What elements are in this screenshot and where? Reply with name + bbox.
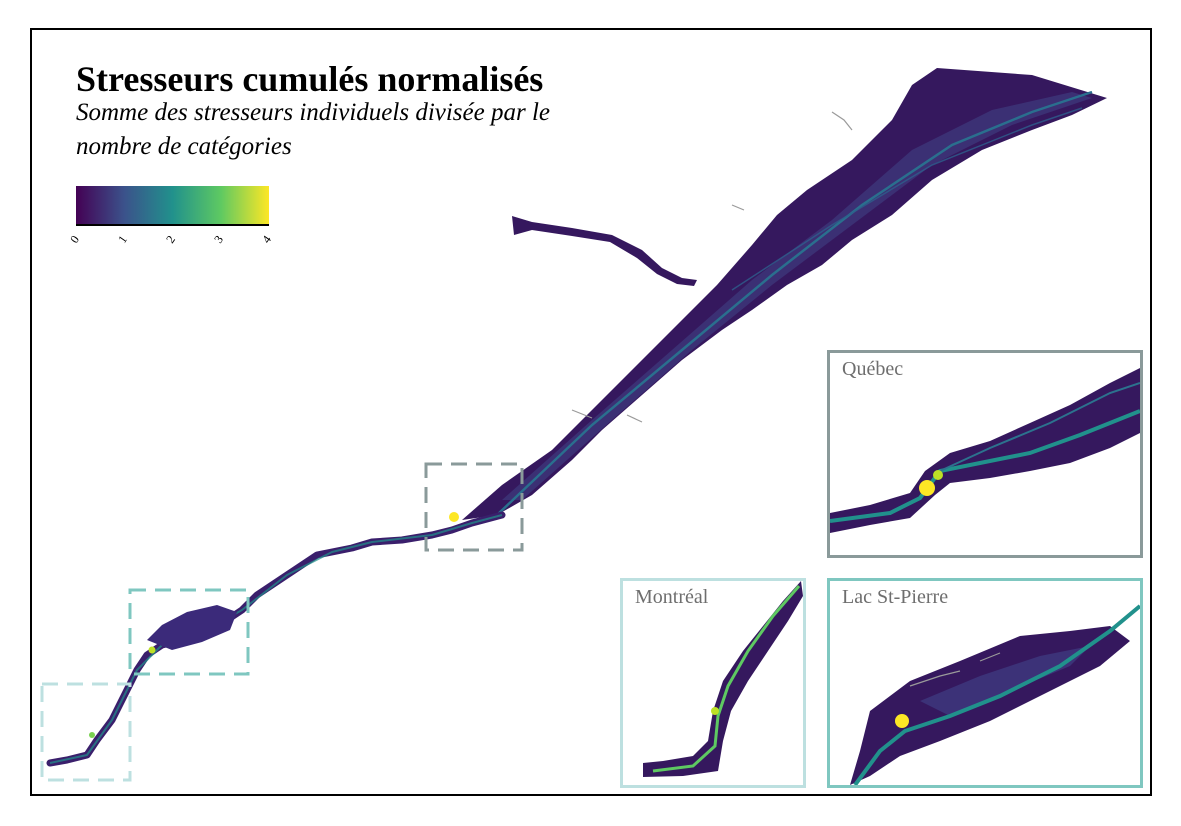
inset-quebec-map bbox=[830, 368, 1140, 533]
hotspot-montreal bbox=[89, 732, 95, 738]
inset-lac-st-pierre-hotspot bbox=[895, 714, 909, 728]
legend-color-bar bbox=[76, 186, 269, 224]
inset-montreal-label: Montréal bbox=[635, 586, 709, 608]
shipping-channel-secondary bbox=[731, 107, 1083, 291]
inset-montreal-hotspot bbox=[711, 707, 719, 715]
inset-lac-st-pierre-shade bbox=[920, 646, 1090, 716]
inset-lac-st-pierre-label: Lac St-Pierre bbox=[842, 586, 949, 608]
hotspot-lac-st-pierre bbox=[148, 646, 156, 654]
inset-lac-st-pierre-shore bbox=[909, 652, 1001, 687]
shoreline bbox=[571, 111, 853, 423]
inset-quebec-hotspot bbox=[919, 480, 935, 496]
river-map[interactable] bbox=[32, 30, 1150, 794]
river-upstream bbox=[46, 511, 506, 767]
inset-lac-st-pierre-lake bbox=[850, 626, 1130, 785]
extent-box-lac-st-pierre[interactable] bbox=[128, 588, 250, 676]
legend-axis bbox=[76, 224, 269, 226]
lac-st-pierre bbox=[147, 605, 237, 650]
estuary-channel-shade bbox=[502, 92, 1092, 500]
map-frame: Stresseurs cumulés normalisés Somme des … bbox=[30, 28, 1152, 796]
saguenay-fjord bbox=[512, 216, 697, 286]
inset-quebec[interactable]: Québec bbox=[827, 350, 1143, 558]
river-upstream-core bbox=[49, 514, 503, 764]
map-title: Stresseurs cumulés normalisés bbox=[76, 59, 544, 99]
inset-lac-st-pierre-channel bbox=[853, 604, 1140, 785]
inset-quebec-channel bbox=[830, 409, 1140, 523]
inset-quebec-label: Québec bbox=[842, 358, 904, 380]
inset-quebec-channel-2 bbox=[939, 382, 1140, 472]
map-subtitle: Somme des stresseurs individuels divisée… bbox=[76, 99, 550, 160]
shipping-channel bbox=[496, 90, 1093, 516]
inset-quebec-hotspot-2 bbox=[933, 470, 943, 480]
inset-lac-st-pierre-map bbox=[850, 604, 1140, 785]
inset-lac-st-pierre[interactable]: Lac St-Pierre bbox=[827, 578, 1143, 788]
hotspot-quebec bbox=[449, 512, 459, 522]
extent-box-montreal[interactable] bbox=[40, 682, 132, 782]
inset-montreal[interactable]: Montréal bbox=[620, 578, 806, 788]
extent-box-quebec[interactable] bbox=[424, 462, 524, 552]
inset-montreal-map bbox=[643, 581, 803, 777]
inset-montreal-channel bbox=[652, 585, 801, 773]
